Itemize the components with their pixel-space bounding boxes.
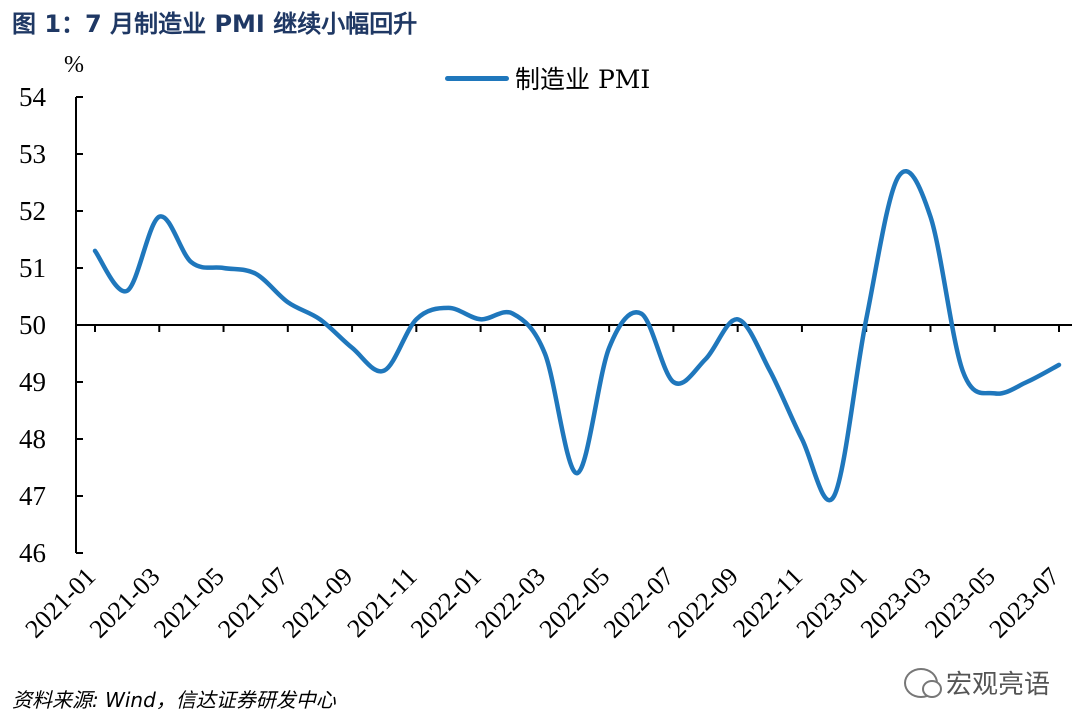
x-tick-label: 2021-07 [212, 562, 294, 644]
y-tick-label: 47 [19, 481, 46, 511]
series-line [92, 169, 1062, 503]
x-tick-label: 2022-11 [727, 562, 808, 643]
source-note: 资料来源: Wind，信达证券研发中心 [12, 688, 336, 712]
data-point-2021-01 [93, 249, 98, 254]
y-tick-label: 52 [19, 196, 46, 226]
x-tick-label: 2021-05 [148, 562, 230, 644]
legend-swatch [445, 75, 509, 81]
reference-line-group [76, 324, 1072, 332]
data-point-2022-11 [800, 437, 805, 442]
wechat-icon [903, 667, 942, 698]
x-tick-label: 2021-09 [277, 562, 359, 644]
x-tick-label: 2022-09 [662, 562, 744, 644]
data-point-2021-06 [253, 271, 258, 276]
x-tick-label: 2021-01 [19, 562, 101, 644]
data-point-2021-05 [221, 266, 226, 271]
x-tick-labels: 2021-012021-032021-052021-072021-092021-… [19, 562, 1065, 644]
x-tick-label: 2022-01 [405, 562, 487, 644]
data-point-2021-09 [350, 346, 355, 351]
data-point-2022-07 [671, 380, 676, 385]
legend: 制造业 PMI [445, 60, 650, 96]
data-point-2022-10 [768, 368, 773, 373]
y-tick-label: 54 [19, 82, 47, 112]
y-tick-label: 50 [19, 310, 46, 340]
x-tick-label: 2022-03 [469, 562, 551, 644]
data-point-2022-01 [478, 317, 483, 322]
x-tick-label: 2023-01 [791, 562, 873, 644]
data-point-2023-04 [960, 368, 965, 373]
series-group [92, 169, 1062, 503]
data-point-2023-02 [896, 175, 901, 180]
y-tick-labels: 46 47 48 49 50 51 52 53 54 [19, 82, 47, 568]
data-point-2022-09 [735, 317, 740, 322]
data-point-2023-01 [864, 317, 869, 322]
data-point-2023-06 [1025, 380, 1030, 385]
data-point-2022-06 [639, 311, 644, 316]
data-point-2022-03 [543, 351, 548, 356]
data-point-2022-05 [607, 346, 612, 351]
data-point-2021-12 [446, 306, 451, 311]
legend-label: 制造业 PMI [515, 65, 651, 94]
data-point-2021-04 [189, 260, 194, 265]
data-point-2023-07 [1057, 363, 1062, 368]
y-axis-unit: % [64, 52, 84, 78]
data-point-2021-10 [382, 368, 387, 373]
y-tick-label: 53 [19, 139, 46, 169]
data-point-2022-12 [832, 494, 837, 499]
y-tick-label: 51 [19, 253, 46, 283]
data-point-2021-11 [414, 317, 419, 322]
data-point-2023-03 [928, 214, 933, 219]
watermark: 宏观亮语 [903, 664, 1050, 701]
y-tick-label: 49 [19, 367, 46, 397]
data-point-2022-04 [575, 471, 580, 476]
data-point-2021-03 [157, 214, 162, 219]
x-tick-label: 2022-05 [534, 562, 616, 644]
x-tick-label: 2021-03 [84, 562, 166, 644]
data-point-2021-02 [125, 289, 130, 294]
data-point-2022-08 [703, 357, 708, 362]
chart-title: 图 1：7 月制造业 PMI 继续小幅回升 [12, 10, 418, 38]
x-tick-label: 2021-11 [341, 562, 422, 643]
watermark-text: 宏观亮语 [945, 670, 1050, 700]
y-tick-label: 48 [19, 424, 46, 454]
data-point-2022-02 [510, 311, 515, 316]
data-point-2023-05 [992, 391, 997, 396]
data-point-2021-07 [286, 300, 291, 305]
data-point-2021-08 [318, 317, 323, 322]
x-tick-label: 2022-07 [598, 562, 680, 644]
x-tick-label: 2023-07 [983, 562, 1065, 644]
x-tick-label: 2023-03 [855, 562, 937, 644]
x-tick-label: 2023-05 [919, 562, 1001, 644]
y-tick-label: 46 [19, 538, 46, 568]
